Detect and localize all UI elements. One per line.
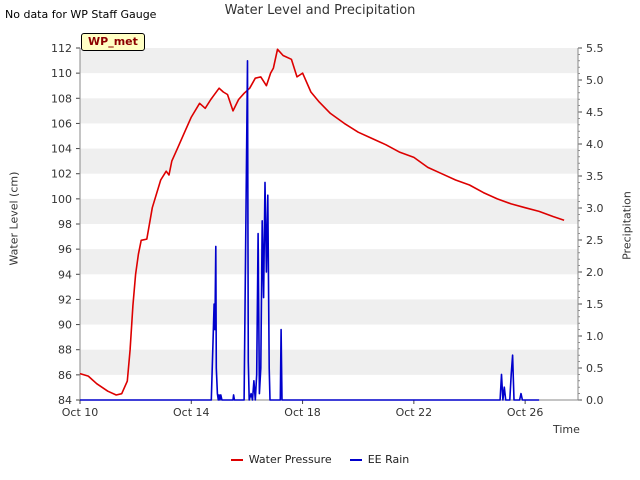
y-right-tick-label: 4.0	[586, 138, 604, 151]
legend-item-water-pressure[interactable]: Water Pressure	[230, 453, 332, 466]
legend-swatch-ee-rain	[349, 458, 362, 461]
x-tick-label: Oct 22	[396, 406, 433, 419]
y-right-tick-label: 2.0	[586, 266, 604, 279]
x-tick-label: Oct 14	[173, 406, 210, 419]
series-line-ee-rain	[80, 59, 540, 401]
y-left-tick-label: 110	[51, 67, 72, 80]
y-left-tick-label: 96	[58, 243, 72, 256]
chart-title: Water Level and Precipitation	[224, 3, 416, 18]
legend: Water Pressure EE Rain	[0, 453, 640, 466]
x-tick-label: Oct 18	[284, 406, 321, 419]
grid-band	[80, 148, 578, 174]
legend-label-ee-rain: EE Rain	[367, 453, 410, 466]
y-axis-left-label: Water Level (cm)	[7, 171, 21, 266]
legend-swatch-water-pressure	[230, 458, 243, 461]
y-left-tick-label: 100	[51, 193, 72, 206]
y-left-tick-label: 90	[58, 319, 72, 332]
y-axis-right-label: Precipitation	[620, 191, 634, 260]
y-right-tick-label: 5.5	[586, 42, 604, 55]
y-right-tick-label: 0.0	[586, 394, 604, 407]
y-right-tick-label: 3.0	[586, 202, 604, 215]
y-right-tick-label: 1.5	[586, 298, 604, 311]
y-left-tick-label: 84	[58, 394, 72, 407]
grid-band	[80, 198, 578, 224]
grid-band	[80, 299, 578, 325]
y-right-tick-label: 0.5	[586, 362, 604, 375]
y-left-tick-label: 108	[51, 92, 72, 105]
y-left-tick-label: 94	[58, 268, 72, 281]
x-axis-label: Time	[553, 423, 580, 436]
y-left-tick-label: 104	[51, 143, 72, 156]
y-left-tick-label: 106	[51, 117, 72, 130]
grid-band	[80, 249, 578, 275]
y-right-tick-label: 4.5	[586, 106, 604, 119]
legend-item-ee-rain[interactable]: EE Rain	[349, 453, 410, 466]
y-left-tick-label: 102	[51, 168, 72, 181]
y-right-tick-label: 3.5	[586, 170, 604, 183]
y-left-tick-label: 112	[51, 42, 72, 55]
y-left-tick-label: 98	[58, 218, 72, 231]
y-left-tick-label: 88	[58, 344, 72, 357]
station-badge: WP_met	[81, 33, 145, 51]
x-tick-label: Oct 10	[62, 406, 99, 419]
y-left-tick-label: 86	[58, 369, 72, 382]
x-tick-label: Oct 26	[507, 406, 544, 419]
legend-label-water-pressure: Water Pressure	[248, 453, 332, 466]
no-data-note: No data for WP Staff Gauge	[5, 8, 157, 21]
y-right-tick-label: 2.5	[586, 234, 604, 247]
y-right-tick-label: 5.0	[586, 74, 604, 87]
y-left-tick-label: 92	[58, 293, 72, 306]
grid-band	[80, 48, 578, 74]
y-right-tick-label: 1.0	[586, 330, 604, 343]
grid-band	[80, 349, 578, 375]
